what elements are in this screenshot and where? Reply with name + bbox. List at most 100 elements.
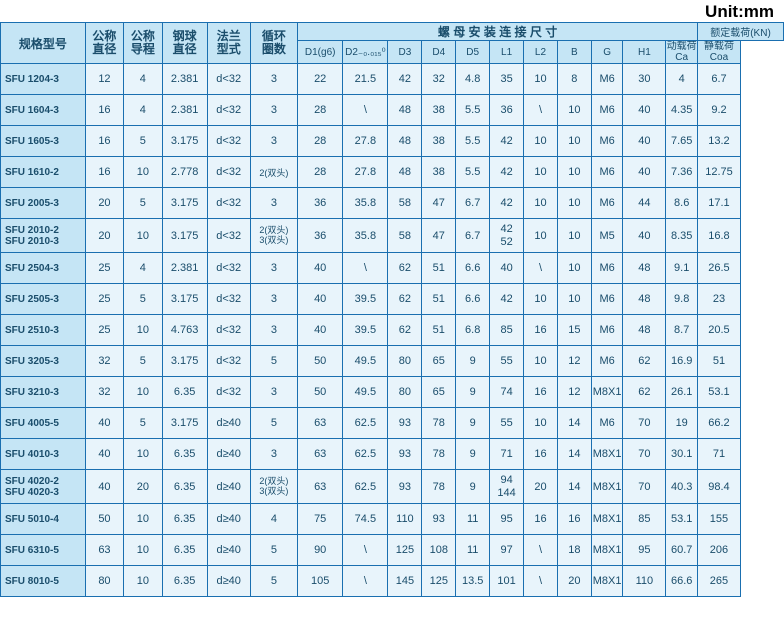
h-d3: D3 xyxy=(388,41,422,64)
table-row: SFU 2505-32553.175d<3234039.562516.64210… xyxy=(1,284,784,315)
cell-bd: 3.175 xyxy=(162,408,207,439)
cell-D1: 28 xyxy=(298,95,343,126)
cell-B: 20 xyxy=(557,566,591,597)
cell-c: 2(双头) xyxy=(250,157,297,188)
cell-Coa: 265 xyxy=(698,566,741,597)
h-l1: L1 xyxy=(490,41,524,64)
cell-D3: 58 xyxy=(388,219,422,253)
cell-Coa: 51 xyxy=(698,346,741,377)
cell-D4: 65 xyxy=(422,377,456,408)
cell-l: 10 xyxy=(124,315,162,346)
cell-l: 10 xyxy=(124,439,162,470)
cell-G: M8X1 xyxy=(591,377,623,408)
h-circuits: 循环圈数 xyxy=(250,23,297,64)
cell-G: M8X1 xyxy=(591,566,623,597)
cell-D2: 39.5 xyxy=(343,315,388,346)
cell-B: 12 xyxy=(557,346,591,377)
cell-ft: d<32 xyxy=(207,253,250,284)
cell-D5: 5.5 xyxy=(456,126,490,157)
cell-Coa: 66.2 xyxy=(698,408,741,439)
cell-bd: 2.381 xyxy=(162,253,207,284)
cell-D1: 40 xyxy=(298,284,343,315)
cell-bd: 6.35 xyxy=(162,504,207,535)
table-row: SFU 2010-2SFU 2010-320103.175d<322(双头)3(… xyxy=(1,219,784,253)
cell-H1: 70 xyxy=(623,408,666,439)
cell-Ca: 26.1 xyxy=(666,377,698,408)
cell-L2: 10 xyxy=(524,219,558,253)
cell-ft: d<32 xyxy=(207,157,250,188)
cell-D2: 62.5 xyxy=(343,439,388,470)
cell-model: SFU 3210-3 xyxy=(1,377,86,408)
h-nom-dia: 公称直径 xyxy=(85,23,123,64)
cell-l: 5 xyxy=(124,284,162,315)
cell-D2: \ xyxy=(343,535,388,566)
cell-model: SFU 1610-2 xyxy=(1,157,86,188)
h-flange: 法兰型式 xyxy=(207,23,250,64)
cell-B: 14 xyxy=(557,470,591,504)
cell-Ca: 4 xyxy=(666,64,698,95)
cell-H1: 85 xyxy=(623,504,666,535)
cell-d: 40 xyxy=(85,470,123,504)
table-row: SFU 4005-54053.175d≥4056362.593789551014… xyxy=(1,408,784,439)
cell-D5: 9 xyxy=(456,408,490,439)
table-row: SFU 5010-450106.35d≥4047574.511093119516… xyxy=(1,504,784,535)
cell-c: 5 xyxy=(250,566,297,597)
cell-ft: d<32 xyxy=(207,188,250,219)
cell-D1: 63 xyxy=(298,408,343,439)
cell-D4: 38 xyxy=(422,157,456,188)
cell-L2: 10 xyxy=(524,346,558,377)
cell-c: 2(双头)3(双头) xyxy=(250,470,297,504)
cell-d: 50 xyxy=(85,504,123,535)
cell-H1: 70 xyxy=(623,439,666,470)
cell-L2: 16 xyxy=(524,439,558,470)
cell-D3: 48 xyxy=(388,126,422,157)
cell-D4: 51 xyxy=(422,284,456,315)
cell-D3: 62 xyxy=(388,253,422,284)
cell-B: 14 xyxy=(557,439,591,470)
cell-D5: 6.8 xyxy=(456,315,490,346)
table-row: SFU 3210-332106.35d<3235049.580659741612… xyxy=(1,377,784,408)
cell-Ca: 9.8 xyxy=(666,284,698,315)
cell-D4: 65 xyxy=(422,346,456,377)
cell-H1: 40 xyxy=(623,95,666,126)
cell-Coa: 17.1 xyxy=(698,188,741,219)
cell-l: 10 xyxy=(124,377,162,408)
cell-model: SFU 1604-3 xyxy=(1,95,86,126)
cell-D2: 74.5 xyxy=(343,504,388,535)
cell-L1: 42 xyxy=(490,126,524,157)
cell-L1: 94144 xyxy=(490,470,524,504)
cell-G: M6 xyxy=(591,64,623,95)
cell-Ca: 7.36 xyxy=(666,157,698,188)
cell-model: SFU 1605-3 xyxy=(1,126,86,157)
cell-D5: 5.5 xyxy=(456,95,490,126)
h-coa: 静载荷Coa xyxy=(698,41,741,64)
cell-bd: 6.35 xyxy=(162,470,207,504)
table-row: SFU 1204-31242.381d<3232221.542324.83510… xyxy=(1,64,784,95)
cell-H1: 44 xyxy=(623,188,666,219)
cell-L1: 4252 xyxy=(490,219,524,253)
cell-D1: 63 xyxy=(298,439,343,470)
cell-L1: 55 xyxy=(490,346,524,377)
cell-D5: 13.5 xyxy=(456,566,490,597)
cell-D2: 21.5 xyxy=(343,64,388,95)
h-model: 规格型号 xyxy=(1,23,86,64)
cell-H1: 40 xyxy=(623,126,666,157)
cell-l: 5 xyxy=(124,188,162,219)
cell-D2: 27.8 xyxy=(343,126,388,157)
cell-L1: 97 xyxy=(490,535,524,566)
cell-L2: 16 xyxy=(524,377,558,408)
cell-H1: 48 xyxy=(623,284,666,315)
cell-ft: d<32 xyxy=(207,219,250,253)
cell-H1: 40 xyxy=(623,157,666,188)
cell-D3: 93 xyxy=(388,439,422,470)
cell-L2: 16 xyxy=(524,315,558,346)
cell-c: 3 xyxy=(250,377,297,408)
cell-bd: 6.35 xyxy=(162,566,207,597)
cell-D4: 108 xyxy=(422,535,456,566)
cell-G: M6 xyxy=(591,126,623,157)
cell-D1: 50 xyxy=(298,377,343,408)
cell-G: M8X1 xyxy=(591,504,623,535)
cell-B: 10 xyxy=(557,126,591,157)
cell-D1: 105 xyxy=(298,566,343,597)
cell-Ca: 9.1 xyxy=(666,253,698,284)
